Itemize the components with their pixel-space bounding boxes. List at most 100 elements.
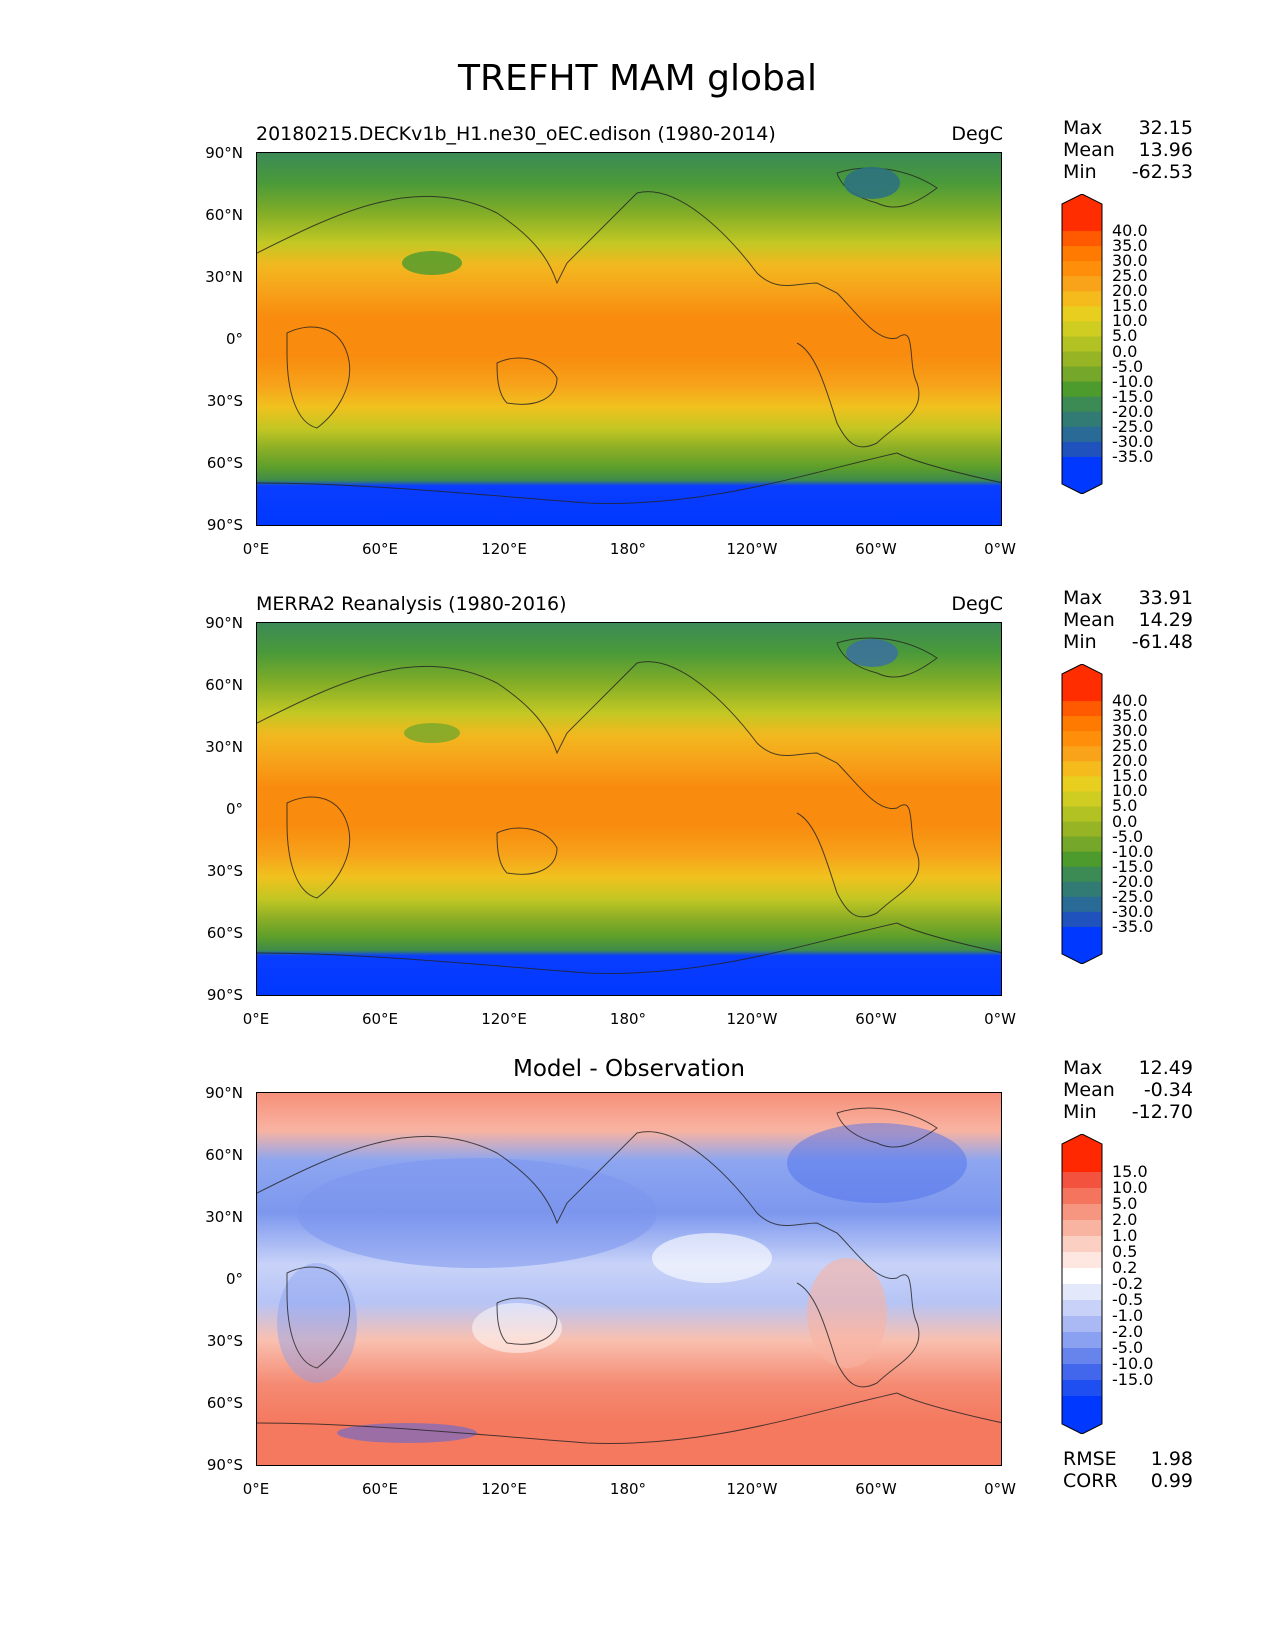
colorbar-tick-label: 40.0 (1112, 221, 1148, 241)
stat-value: 12.49 (1138, 1057, 1193, 1079)
colorbar-segment (1062, 246, 1102, 262)
stats-box: Max 12.49 Mean -0.34 Min -12.70 (1063, 1057, 1193, 1123)
colorbar-tick-label: 5.0 (1112, 796, 1138, 816)
cold-bias-antarctica (337, 1423, 477, 1443)
figure-title: TREFHT MAM global (458, 58, 817, 99)
coastlines (257, 1107, 1001, 1444)
stat-value: 33.91 (1138, 587, 1193, 609)
lon-label: 60°W (855, 540, 897, 558)
colorbar-tick-label: 15.0 (1112, 766, 1148, 786)
stat-label: Min (1063, 631, 1097, 653)
colorbar-segment (1062, 686, 1102, 702)
lat-label: 90°N (205, 614, 243, 632)
tibet-cold (402, 251, 462, 275)
greenland-cold (846, 639, 898, 667)
colorbar-tick-label: 5.0 (1112, 1194, 1138, 1213)
lat-label: 60°N (205, 1146, 243, 1164)
greenland-cold (844, 167, 900, 199)
colorbar-segment (1062, 1220, 1102, 1237)
stat-label: Max (1063, 117, 1103, 139)
colorbar-segment (1062, 1364, 1102, 1381)
stat-value: 13.96 (1138, 139, 1193, 161)
colorbar-segment (1062, 926, 1102, 943)
stat-value: 32.15 (1138, 117, 1193, 139)
colorbar (1061, 1134, 1103, 1434)
colorbar-tick-label: 15.0 (1112, 296, 1148, 316)
stat-label: Min (1063, 1101, 1097, 1123)
colorbar-segment (1062, 261, 1102, 277)
units-label: DegC (951, 593, 1003, 615)
colorbar-tick-label: 10.0 (1112, 781, 1148, 801)
colorbar-tick-label: 0.5 (1112, 1242, 1138, 1261)
colorbar-segment (1062, 776, 1102, 792)
colorbar-segment (1062, 701, 1102, 717)
colorbar-segment (1062, 731, 1102, 747)
colorbar-tick-label: -30.0 (1112, 901, 1154, 921)
neutral-pacific (652, 1233, 772, 1283)
lat-label: 60°N (205, 676, 243, 694)
lat-label: 30°S (206, 1332, 243, 1350)
colorbar-segment (1062, 381, 1102, 398)
colorbar-tick-label: 20.0 (1112, 751, 1148, 771)
temperature-map (256, 622, 1002, 996)
lat-label: 0° (225, 800, 243, 818)
lat-label: 90°S (206, 986, 243, 1004)
colorbar-segment (1062, 1204, 1102, 1221)
lon-label: 180° (609, 1480, 647, 1498)
colorbar-segment (1062, 426, 1102, 443)
colorbar-segment (1062, 1156, 1102, 1173)
colorbar-outline (1061, 1134, 1103, 1434)
colorbar-tick-label: 40.0 (1112, 691, 1148, 711)
colorbar-tick-label: -5.0 (1112, 826, 1144, 846)
colorbar-segment (1062, 896, 1102, 913)
colorbar-tick-label: 30.0 (1112, 721, 1148, 741)
cold-bias-africa (277, 1263, 357, 1383)
colorbar-segment (1062, 881, 1102, 898)
colorbar-tick-label: -10.0 (1112, 371, 1154, 391)
colorbar-tick-label: -5.0 (1112, 356, 1144, 376)
lat-label: 90°N (205, 144, 243, 162)
tibet-cold (404, 723, 460, 743)
colorbar-tick-label: 35.0 (1112, 706, 1148, 726)
colorbar-tick-label: -25.0 (1112, 416, 1154, 436)
colorbar-tick-label: -30.0 (1112, 431, 1154, 451)
stats-box: Max 33.91 Mean 14.29 Min -61.48 (1063, 587, 1193, 653)
colorbar-segment (1062, 1316, 1102, 1333)
colorbar-segment (1062, 411, 1102, 428)
colorbar-segment (1062, 231, 1102, 247)
stat-value: -0.34 (1143, 1079, 1193, 1101)
stat-label: Max (1063, 587, 1103, 609)
colorbar-segment (1062, 1268, 1102, 1285)
colorbar (1061, 194, 1103, 494)
stat-value: -61.48 (1131, 631, 1193, 653)
colorbar-segment (1062, 1252, 1102, 1269)
colorbar-segment (1062, 366, 1102, 383)
colorbar-tick-label: 0.2 (1112, 1258, 1138, 1277)
stat-label: Mean (1063, 139, 1115, 161)
colorbar-tick-label: 25.0 (1112, 266, 1148, 286)
lat-label: 30°N (205, 738, 243, 756)
lon-label: 0°W (984, 1010, 1016, 1028)
colorbar-segment (1062, 1188, 1102, 1205)
colorbar-tick-label: 20.0 (1112, 281, 1148, 301)
lon-label: 120°W (726, 1010, 778, 1028)
colorbar-segment (1062, 1380, 1102, 1397)
colorbar-segment (1062, 1284, 1102, 1301)
lat-label: 90°N (205, 1084, 243, 1102)
colorbar-extend-min (1062, 1412, 1102, 1434)
colorbar-outline (1061, 664, 1103, 964)
colorbar-tick-label: -20.0 (1112, 871, 1154, 891)
stats-box: Max 32.15 Mean 13.96 Min -62.53 (1063, 117, 1193, 183)
stat-label: Mean (1063, 1079, 1115, 1101)
colorbar-tick-label: -35.0 (1112, 446, 1154, 466)
map-field (257, 623, 1001, 995)
cold-bias-na (787, 1123, 967, 1203)
error-stats: RMSE 1.98 CORR 0.99 (1063, 1448, 1193, 1492)
colorbar-segment (1062, 1348, 1102, 1365)
colorbar-segment (1062, 321, 1102, 337)
lon-label: 120°E (481, 1480, 527, 1498)
colorbar-tick-label: 30.0 (1112, 251, 1148, 271)
lat-label: 60°N (205, 206, 243, 224)
colorbar-tick-label: -15.0 (1112, 386, 1154, 406)
lon-label: 120°W (726, 1480, 778, 1498)
